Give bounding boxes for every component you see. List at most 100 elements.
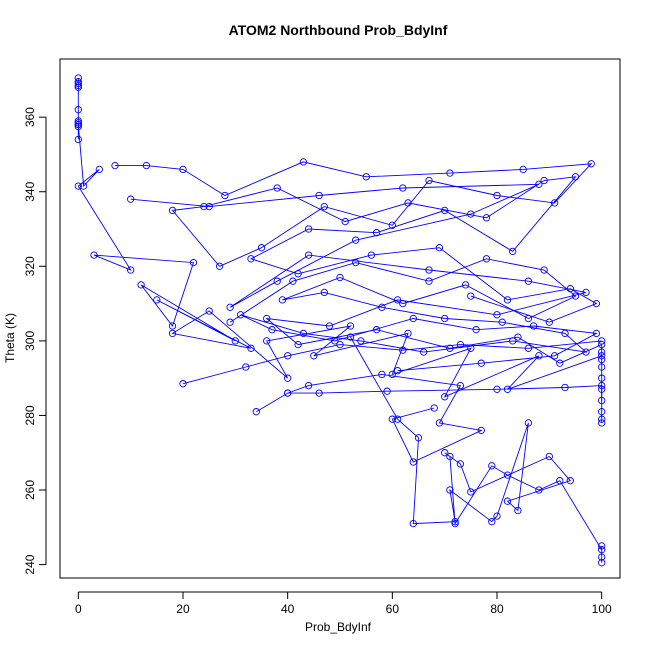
x-tick-label: 40	[281, 602, 295, 616]
data-point	[304, 225, 313, 233]
data-point	[598, 546, 606, 554]
data-point	[524, 344, 533, 352]
data-point	[236, 311, 245, 319]
data-point	[503, 471, 512, 479]
data-point	[273, 277, 281, 285]
data-point	[425, 277, 433, 285]
data-point	[540, 266, 548, 274]
data-point	[399, 299, 407, 308]
y-tick-label: 360	[23, 107, 37, 127]
data-point	[74, 74, 82, 82]
chart-title: ATOM2 Northbound Prob_BdyInf	[229, 22, 448, 38]
data-point	[535, 352, 543, 360]
data-point	[461, 281, 470, 289]
data-point	[378, 370, 386, 379]
y-tick-label: 320	[23, 256, 37, 276]
data-point	[566, 477, 574, 485]
data-point	[598, 419, 606, 427]
data-point	[310, 352, 318, 360]
data-point	[74, 106, 82, 114]
data-point	[556, 359, 564, 367]
data-point	[137, 281, 145, 289]
data-point	[493, 512, 501, 520]
data-point	[331, 337, 339, 345]
data-point	[74, 78, 82, 86]
data-point	[598, 408, 606, 416]
data-point	[74, 120, 82, 129]
x-tick-label: 80	[490, 602, 504, 616]
data-point	[336, 273, 344, 282]
data-point	[524, 419, 533, 427]
data-point	[247, 255, 255, 263]
data-point	[435, 419, 444, 427]
data-point	[226, 303, 234, 311]
data-point	[388, 221, 396, 229]
data-point	[362, 173, 370, 181]
data-point	[503, 296, 512, 304]
data-point	[529, 322, 538, 330]
data-point	[74, 83, 82, 91]
data-point	[399, 184, 407, 192]
data-point	[127, 195, 135, 203]
data-point	[168, 206, 177, 215]
data-point	[420, 348, 428, 356]
data-point	[388, 370, 396, 379]
y-tick-label: 340	[23, 181, 37, 201]
data-point	[346, 322, 355, 330]
data-point	[524, 277, 533, 285]
y-tick-label: 240	[23, 554, 37, 574]
data-point	[278, 296, 287, 304]
data-point	[598, 348, 606, 356]
data-point	[409, 458, 417, 466]
data-point	[215, 262, 224, 270]
x-tick-label: 0	[75, 602, 82, 616]
data-point	[189, 258, 198, 267]
data-point	[315, 389, 323, 397]
data-point	[263, 337, 271, 345]
data-point	[304, 381, 313, 390]
data-point	[493, 311, 501, 319]
data-point	[383, 387, 391, 395]
data-point	[446, 452, 454, 461]
data-point	[582, 288, 590, 297]
data-point	[592, 329, 601, 338]
data-point	[320, 288, 328, 297]
data-point	[493, 385, 501, 393]
data-point	[179, 165, 187, 174]
data-point	[587, 160, 595, 168]
series-line	[229, 258, 598, 372]
series-line	[115, 161, 598, 323]
data-point	[404, 329, 412, 338]
data-point	[598, 374, 606, 382]
data-point	[509, 247, 517, 256]
data-point	[598, 542, 606, 550]
data-point	[592, 299, 601, 308]
y-tick-label: 300	[23, 331, 37, 351]
data-point	[299, 329, 308, 338]
data-point	[142, 161, 151, 170]
data-point	[79, 182, 88, 190]
data-point	[90, 251, 98, 259]
data-point	[503, 497, 512, 505]
data-point	[299, 158, 308, 166]
data-point	[127, 266, 135, 274]
data-point	[561, 383, 569, 392]
data-point	[273, 184, 281, 192]
data-point	[304, 251, 313, 259]
data-point	[325, 322, 334, 330]
data-point	[404, 199, 412, 207]
data-point	[535, 486, 543, 494]
data-point	[205, 202, 213, 211]
data-point	[257, 244, 266, 252]
series-line	[350, 336, 603, 563]
data-point	[472, 326, 480, 334]
data-point	[571, 292, 580, 300]
data-point	[284, 389, 292, 397]
plot-layer	[74, 74, 606, 567]
data-point	[378, 303, 386, 311]
data-point	[509, 337, 517, 345]
data-point	[545, 318, 553, 326]
data-point	[168, 322, 177, 330]
data-point	[598, 553, 606, 561]
